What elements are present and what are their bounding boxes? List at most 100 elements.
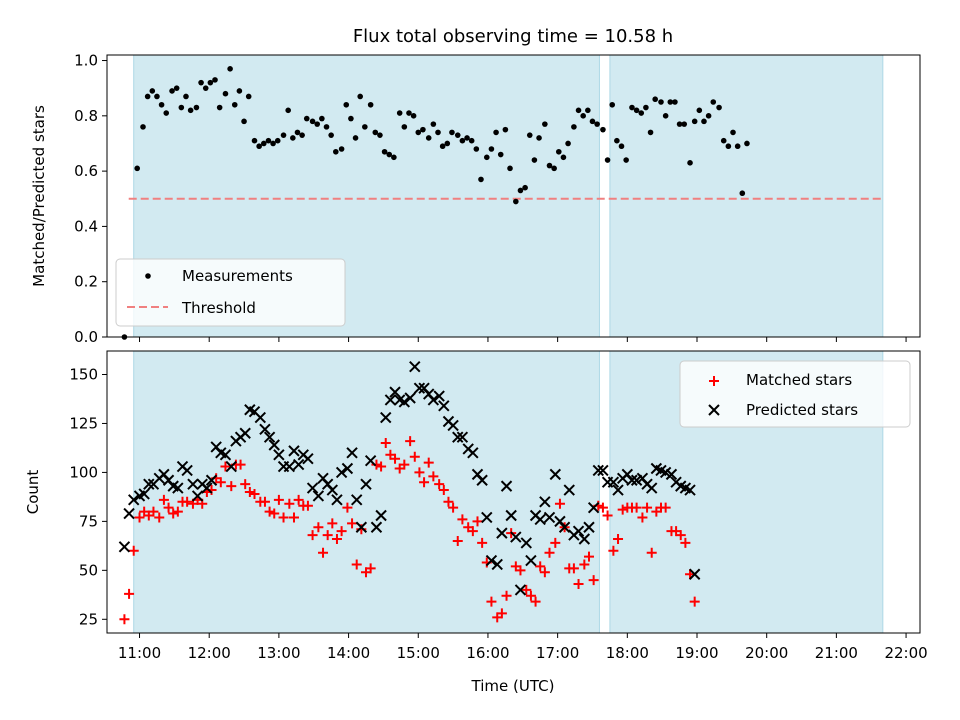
legend-predicted-marker — [708, 404, 720, 416]
predicted-star-point — [549, 468, 562, 481]
measurement-point — [439, 143, 446, 150]
matched-star-point — [288, 512, 299, 523]
matched-star-point — [226, 481, 237, 492]
predicted-star-point — [360, 478, 372, 490]
predicted-star-point — [684, 484, 696, 496]
measurement-point — [551, 165, 557, 172]
predicted-star-point — [335, 466, 348, 479]
measurement-point — [483, 154, 490, 161]
predicted-star-point — [268, 439, 280, 451]
measurement-point — [187, 107, 194, 114]
measurement-point — [444, 140, 451, 147]
predicted-star-point — [476, 474, 488, 486]
predicted-star-point — [481, 511, 493, 524]
bottom-legend-frame — [679, 360, 911, 428]
matched-star-point — [284, 498, 295, 509]
predicted-star-point — [312, 490, 325, 502]
predicted-star-point — [578, 533, 591, 545]
predicted-star-point — [201, 482, 213, 494]
predicted-star-point — [592, 464, 604, 477]
matched-star-point — [608, 545, 619, 556]
measurement-point — [643, 104, 649, 111]
measurement-point — [270, 140, 276, 147]
measurement-point — [571, 124, 577, 130]
measurement-point — [696, 107, 703, 114]
predicted-star-point — [539, 496, 551, 508]
matched-star-point — [496, 608, 507, 619]
matched-star-point — [336, 526, 347, 537]
predicted-star-point — [239, 427, 251, 439]
predicted-star-point — [384, 394, 397, 406]
measurement-point — [183, 93, 189, 100]
measurement-point — [415, 129, 422, 136]
measurement-point — [473, 146, 480, 152]
matched-star-point — [660, 502, 671, 513]
predicted-star-point — [491, 558, 503, 571]
predicted-star-point — [496, 527, 508, 539]
predicted-star-point — [597, 464, 609, 477]
matched-star-point — [371, 459, 382, 470]
matched-star-point — [443, 496, 454, 507]
measurement-point — [623, 157, 629, 163]
matched-star-point — [347, 518, 358, 529]
measurement-point — [488, 146, 495, 152]
measurement-point — [618, 143, 625, 150]
measurement-point — [319, 115, 325, 122]
measurement-point — [303, 115, 310, 122]
matched-star-point — [148, 506, 159, 517]
measurement-point — [585, 107, 591, 114]
x-tick-label: 17:00 — [536, 644, 579, 662]
matched-star-point — [215, 477, 226, 488]
predicted-star-point — [181, 464, 193, 477]
predicted-star-point — [355, 521, 368, 533]
matched-star-point — [307, 530, 318, 541]
measurement-point — [245, 93, 252, 100]
measurement-point — [410, 113, 417, 119]
measurement-point — [425, 135, 432, 141]
x-tick-label: 21:00 — [815, 644, 858, 662]
top-y-axis: 0.0 0.2 0.4 0.6 0.8 1.0 — [74, 52, 107, 346]
measurement-point — [367, 101, 374, 108]
matched-star-point — [467, 526, 478, 537]
matched-star-point — [675, 530, 686, 541]
matched-star-point — [637, 512, 648, 523]
predicted-star-point — [143, 478, 155, 490]
measurement-point — [222, 90, 229, 97]
predicted-star-point — [438, 400, 450, 412]
predicted-star-point — [427, 394, 440, 406]
measurement-point — [464, 135, 470, 141]
matched-star-point — [573, 579, 584, 590]
measurement-point — [309, 118, 316, 125]
matched-star-point — [515, 565, 526, 576]
matched-star-point — [521, 584, 532, 595]
matched-star-point — [554, 498, 565, 509]
measurement-point — [454, 132, 461, 138]
bottom-y-axis: 25 50 75 100 125 150 — [69, 366, 107, 628]
top-legend-frame — [115, 258, 346, 327]
predicted-star-point — [456, 431, 469, 443]
measurement-point — [734, 143, 741, 150]
predicted-star-point — [587, 501, 600, 514]
shaded-interval — [609, 54, 884, 338]
matched-star-point — [428, 471, 439, 482]
predicted-star-point — [225, 460, 237, 473]
predicted-star-point — [398, 396, 411, 408]
measurement-point — [163, 110, 170, 116]
predicted-star-point — [375, 509, 387, 522]
predicted-star-point — [350, 494, 363, 506]
measurement-point — [149, 88, 156, 94]
matched-star-point — [438, 485, 449, 496]
matched-star-point — [240, 479, 251, 490]
chart-title: Flux total observing time = 10.58 h — [353, 26, 673, 47]
matched-star-point — [163, 502, 174, 513]
matched-star-point — [477, 537, 488, 548]
predicted-star-point — [205, 474, 218, 486]
predicted-star-point — [128, 494, 140, 506]
matched-star-point — [448, 502, 459, 513]
measurement-point — [401, 124, 408, 130]
x-tick-label: 15:00 — [397, 644, 440, 662]
bottom-legend: Matched stars Predicted stars — [679, 360, 911, 428]
predicted-star-point — [302, 453, 314, 465]
measurement-point — [328, 132, 334, 138]
measurement-point — [502, 126, 509, 133]
